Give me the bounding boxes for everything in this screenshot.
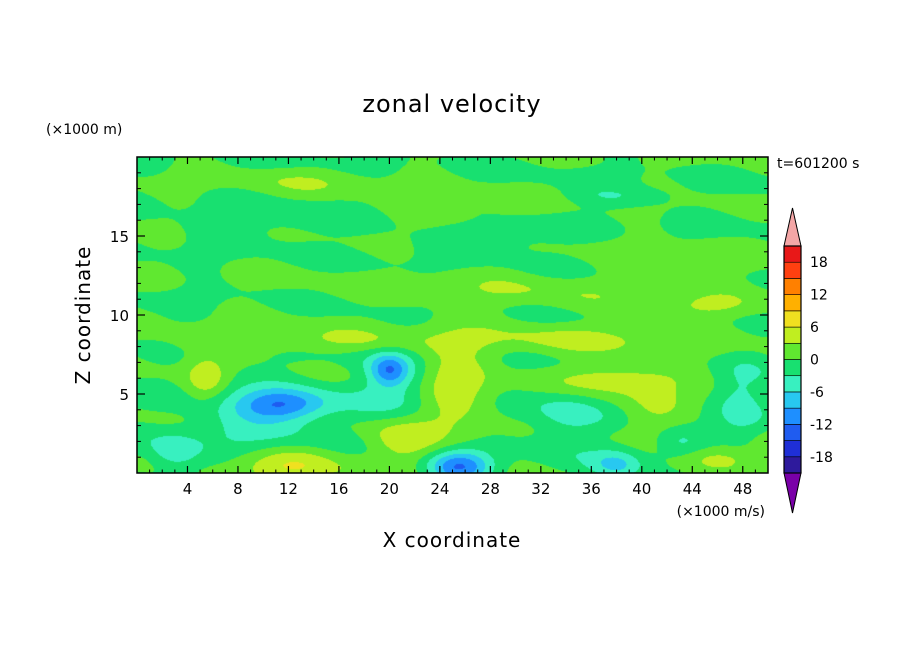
y-axis-label: Z coordinate <box>71 246 95 385</box>
x-tick-label: 24 <box>430 480 449 498</box>
colorbar-segment <box>783 245 802 263</box>
colorbar-frame <box>783 245 802 474</box>
colorbar-segment <box>783 456 802 474</box>
time-label: t=601200 s <box>777 156 859 172</box>
x-axis-unit: (×1000 m/s) <box>677 504 765 520</box>
x-tick-label: 48 <box>733 480 752 498</box>
colorbar-tick-label: 12 <box>810 288 828 304</box>
x-tick-label: 44 <box>683 480 702 498</box>
x-tick-label: 16 <box>329 480 348 498</box>
x-tick-label: 8 <box>233 480 243 498</box>
colorbar-tick-label: -18 <box>810 450 833 466</box>
colorbar-extend-min <box>783 472 802 514</box>
velocity-field <box>137 157 768 473</box>
colorbar-segment <box>783 375 802 393</box>
colorbar-segment <box>783 310 802 328</box>
colorbar-tick-label: -12 <box>810 417 833 433</box>
colorbar-segment <box>783 391 802 409</box>
x-tick-label: 32 <box>531 480 550 498</box>
x-tick-label: 4 <box>183 480 193 498</box>
colorbar-tick-label: 6 <box>810 320 819 336</box>
colorbar-segment <box>783 424 802 441</box>
colorbar-tick-label: -6 <box>810 385 824 401</box>
plot-area <box>136 156 769 474</box>
colorbar-segment <box>783 342 802 360</box>
y-tick-label: 5 <box>119 386 129 404</box>
colorbar-tick-label: 0 <box>810 353 819 369</box>
x-tick-label: 20 <box>380 480 399 498</box>
x-axis-label: X coordinate <box>383 528 522 552</box>
y-axis: 5 10 15 <box>110 172 768 458</box>
colorbar-segment <box>783 326 802 344</box>
x-tick-label: 36 <box>582 480 601 498</box>
colorbar-extend-max <box>783 207 802 247</box>
colorbar-segment <box>783 440 802 458</box>
colorbar-segment <box>783 261 802 279</box>
x-axis: 4 8 12 16 20 24 28 32 36 40 44 48 <box>149 157 756 498</box>
colorbar: 18 12 6 0 -6 -12 -18 <box>783 207 833 514</box>
colorbar-segment <box>783 278 802 295</box>
colorbar-segment <box>783 359 802 377</box>
colorbar-segment <box>783 294 802 312</box>
x-tick-label: 12 <box>279 480 298 498</box>
y-axis-unit: (×1000 m) <box>46 122 122 138</box>
y-tick-label: 15 <box>110 228 129 246</box>
y-tick-label: 10 <box>110 307 129 325</box>
x-tick-label: 28 <box>481 480 500 498</box>
x-tick-label: 40 <box>632 480 651 498</box>
chart-title: zonal velocity <box>362 90 541 118</box>
colorbar-tick-label: 18 <box>810 255 828 271</box>
colorbar-segment <box>783 407 802 425</box>
